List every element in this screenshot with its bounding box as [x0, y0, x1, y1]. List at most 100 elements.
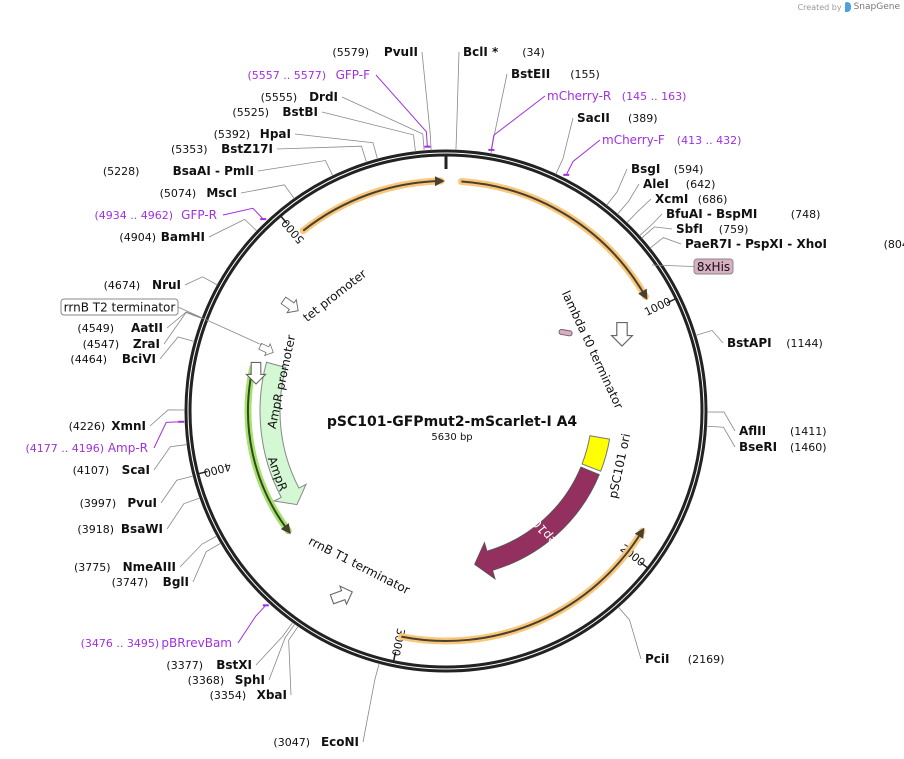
- primer-gfp-f[interactable]: (5557 .. 5577) GFP-F: [247, 68, 431, 148]
- rrnb-t1-terminator-arrow[interactable]: [329, 583, 356, 608]
- site-paer7i-pspxi-xhoi[interactable]: (804) PaeR7I - PspXI - XhoI: [685, 237, 904, 251]
- svg-text:(413 .. 432): (413 .. 432): [677, 134, 742, 147]
- primer-amp-r[interactable]: (4177 .. 4196) Amp-R: [25, 420, 185, 455]
- svg-text:PvuII: PvuII: [384, 45, 418, 59]
- primer-pbrrevbam[interactable]: (3476 .. 3495) pBRrevBam: [81, 604, 269, 650]
- primer-gfp-r[interactable]: (4934 .. 4962) GFP-R: [94, 207, 267, 222]
- site-sphi[interactable]: (3368) SphI: [188, 673, 265, 687]
- svg-text:(4226): (4226): [69, 420, 106, 433]
- svg-text:rrnB T2 terminator: rrnB T2 terminator: [64, 301, 176, 315]
- site-scai[interactable]: (4107) ScaI: [73, 463, 150, 477]
- site-xbai[interactable]: (3354) XbaI: [210, 688, 287, 702]
- site-leader: [149, 409, 186, 427]
- svg-text:BseRI: BseRI: [739, 440, 777, 454]
- svg-text:(4674): (4674): [104, 279, 141, 292]
- svg-text:PaeR7I - PspXI - XhoI: PaeR7I - PspXI - XhoI: [685, 237, 827, 251]
- site-bstapi[interactable]: (1144) BstAPI: [727, 336, 823, 350]
- orf-arrow[interactable]: [461, 180, 648, 300]
- svg-text:BstAPI: BstAPI: [727, 336, 772, 350]
- site-leader: [276, 145, 367, 163]
- site-bseri[interactable]: (1460) BseRI: [739, 440, 827, 454]
- lambda-t0-terminator-label: lambda t0 terminator: [559, 289, 626, 412]
- psc101-ori-feature[interactable]: [581, 435, 611, 472]
- site-leader: [288, 625, 299, 696]
- svg-text:AatII: AatII: [131, 321, 163, 335]
- tet-promoter-label: tet promoter: [300, 267, 369, 325]
- plasmid-name: pSC101-GFPmut2-mScarlet-I A4: [326, 414, 578, 430]
- svg-text:AflII: AflII: [739, 424, 766, 438]
- site-leader: [706, 411, 736, 432]
- site-xcmi[interactable]: (686) XcmI: [655, 192, 727, 206]
- rep101-feature[interactable]: [474, 466, 600, 580]
- svg-text:(4177 .. 4196): (4177 .. 4196): [25, 442, 104, 455]
- svg-text:GFP-F: GFP-F: [336, 68, 371, 82]
- site-bcli-[interactable]: (34) BclI *: [463, 45, 545, 59]
- site-leader: [362, 663, 380, 743]
- site-bgli[interactable]: (3747) BglI: [112, 575, 189, 589]
- svg-text:BstEII: BstEII: [511, 67, 550, 81]
- svg-text:(3377): (3377): [166, 659, 203, 672]
- svg-text:pBRrevBam: pBRrevBam: [161, 636, 232, 650]
- site-bsaai-pmli[interactable]: (5228) BsaAI - PmlI: [103, 164, 254, 178]
- svg-text:BstZ17I: BstZ17I: [221, 142, 273, 156]
- tet-promoter-arrow[interactable]: [279, 294, 303, 317]
- site-pvui[interactable]: (3997) PvuI: [80, 496, 157, 510]
- svg-text:(4547): (4547): [83, 338, 120, 351]
- site-xmni[interactable]: (4226) XmnI: [69, 419, 146, 433]
- lambda-t0-terminator-arrow[interactable]: [610, 322, 634, 347]
- site-bstz17i[interactable]: (5353) BstZ17I: [171, 142, 273, 156]
- site-bamhi[interactable]: (4904) BamHI: [119, 230, 205, 244]
- svg-text:DrdI: DrdI: [309, 90, 338, 104]
- svg-text:(748): (748): [791, 208, 821, 221]
- site-nrui[interactable]: (4674) NruI: [104, 278, 181, 292]
- his-tag-label[interactable]: 8xHis: [651, 258, 734, 275]
- site-bstxi[interactable]: (3377) BstXI: [166, 658, 252, 672]
- site-aatii[interactable]: (4549) AatII: [77, 321, 163, 335]
- site-hpai[interactable]: (5392) HpaI: [214, 127, 291, 141]
- rrnb-t2-terminator-label[interactable]: rrnB T2 terminator: [60, 298, 263, 346]
- site-bfuai-bspmi[interactable]: (748) BfuAI - BspMI: [666, 207, 820, 221]
- tick-5000: [280, 215, 288, 224]
- site-leader: [208, 218, 258, 238]
- site-sacii[interactable]: (389) SacII: [577, 111, 658, 125]
- site-drdi[interactable]: (5555) DrdI: [261, 90, 338, 104]
- site-bsteii[interactable]: (155) BstEII: [511, 67, 600, 81]
- site-bcivi[interactable]: (4464) BciVI: [70, 352, 156, 366]
- orf-arrow[interactable]: [401, 527, 645, 642]
- svg-text:(3747): (3747): [112, 576, 149, 589]
- svg-text:XmnI: XmnI: [111, 419, 146, 433]
- site-msci[interactable]: (5074) MscI: [160, 186, 237, 200]
- ampr-orf-arrow[interactable]: [247, 367, 291, 535]
- created-by-credit: Created by SnapGene: [798, 2, 900, 12]
- svg-text:(5555): (5555): [261, 91, 298, 104]
- primer-mcherry-r[interactable]: (145 .. 163) mCherry-R: [488, 89, 686, 151]
- svg-text:BglI: BglI: [163, 575, 189, 589]
- site-leader: [626, 198, 652, 224]
- site-bstbi[interactable]: (5525) BstBI: [232, 105, 318, 119]
- ampr-promoter-block-arrow[interactable]: [245, 361, 267, 385]
- svg-text:(759): (759): [719, 223, 749, 236]
- site-pvuii[interactable]: (5579) PvuII: [332, 45, 418, 59]
- site-bsgi[interactable]: (594) BsgI: [631, 162, 703, 176]
- site-sbfi[interactable]: (759) SbfI: [676, 222, 748, 236]
- site-nmeaiii[interactable]: (3775) NmeAIII: [74, 560, 176, 574]
- svg-text:(389): (389): [628, 112, 658, 125]
- ampr-feature[interactable]: [259, 361, 308, 506]
- orf-arrow[interactable]: [302, 176, 445, 232]
- site-bsawi[interactable]: (3918) BsaWI: [77, 522, 163, 536]
- site-econi[interactable]: (3047) EcoNI: [273, 735, 359, 749]
- primer-mcherry-f[interactable]: (413 .. 432) mCherry-F: [563, 133, 742, 176]
- site-alei[interactable]: (642) AleI: [643, 177, 715, 191]
- svg-text:(5557 .. 5577): (5557 .. 5577): [247, 69, 326, 82]
- svg-text:BfuAI - BspMI: BfuAI - BspMI: [666, 207, 757, 221]
- tick-1000: [666, 298, 676, 304]
- svg-text:BsaAI - PmlI: BsaAI - PmlI: [173, 164, 254, 178]
- svg-text:SacII: SacII: [577, 111, 610, 125]
- site-pcii[interactable]: (2169) PciI: [645, 652, 724, 666]
- site-zrai[interactable]: (4547) ZraI: [83, 337, 160, 351]
- svg-text:(3354): (3354): [210, 689, 247, 702]
- site-aflii[interactable]: (1411) AflII: [739, 424, 827, 438]
- ampr-promoter-arrow[interactable]: [257, 340, 275, 358]
- svg-text:(3997): (3997): [80, 497, 117, 510]
